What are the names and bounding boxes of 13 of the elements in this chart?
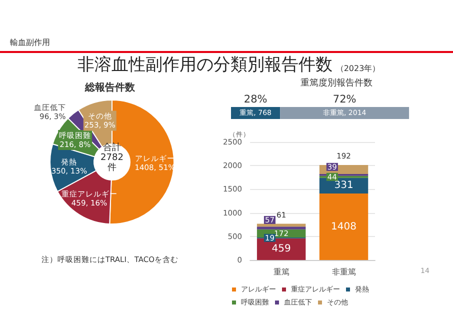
text: （2023年） (336, 64, 380, 74)
text: 28% (244, 94, 268, 106)
text: 非溶血性副作用の分類別報告件数 (78, 55, 332, 75)
chart-title: 重篤度別報告件数 (300, 78, 372, 88)
data-label: 459 (272, 244, 291, 255)
text: 輸血副作用 (10, 38, 50, 48)
bar (319, 194, 368, 260)
data-label: 331 (334, 180, 354, 192)
chart-title: 総報告件数 (84, 82, 136, 94)
data-label: 1408 (331, 221, 356, 232)
text: 72% (332, 94, 356, 106)
text: 合計 2782 件 (100, 143, 124, 174)
bar (256, 226, 306, 230)
